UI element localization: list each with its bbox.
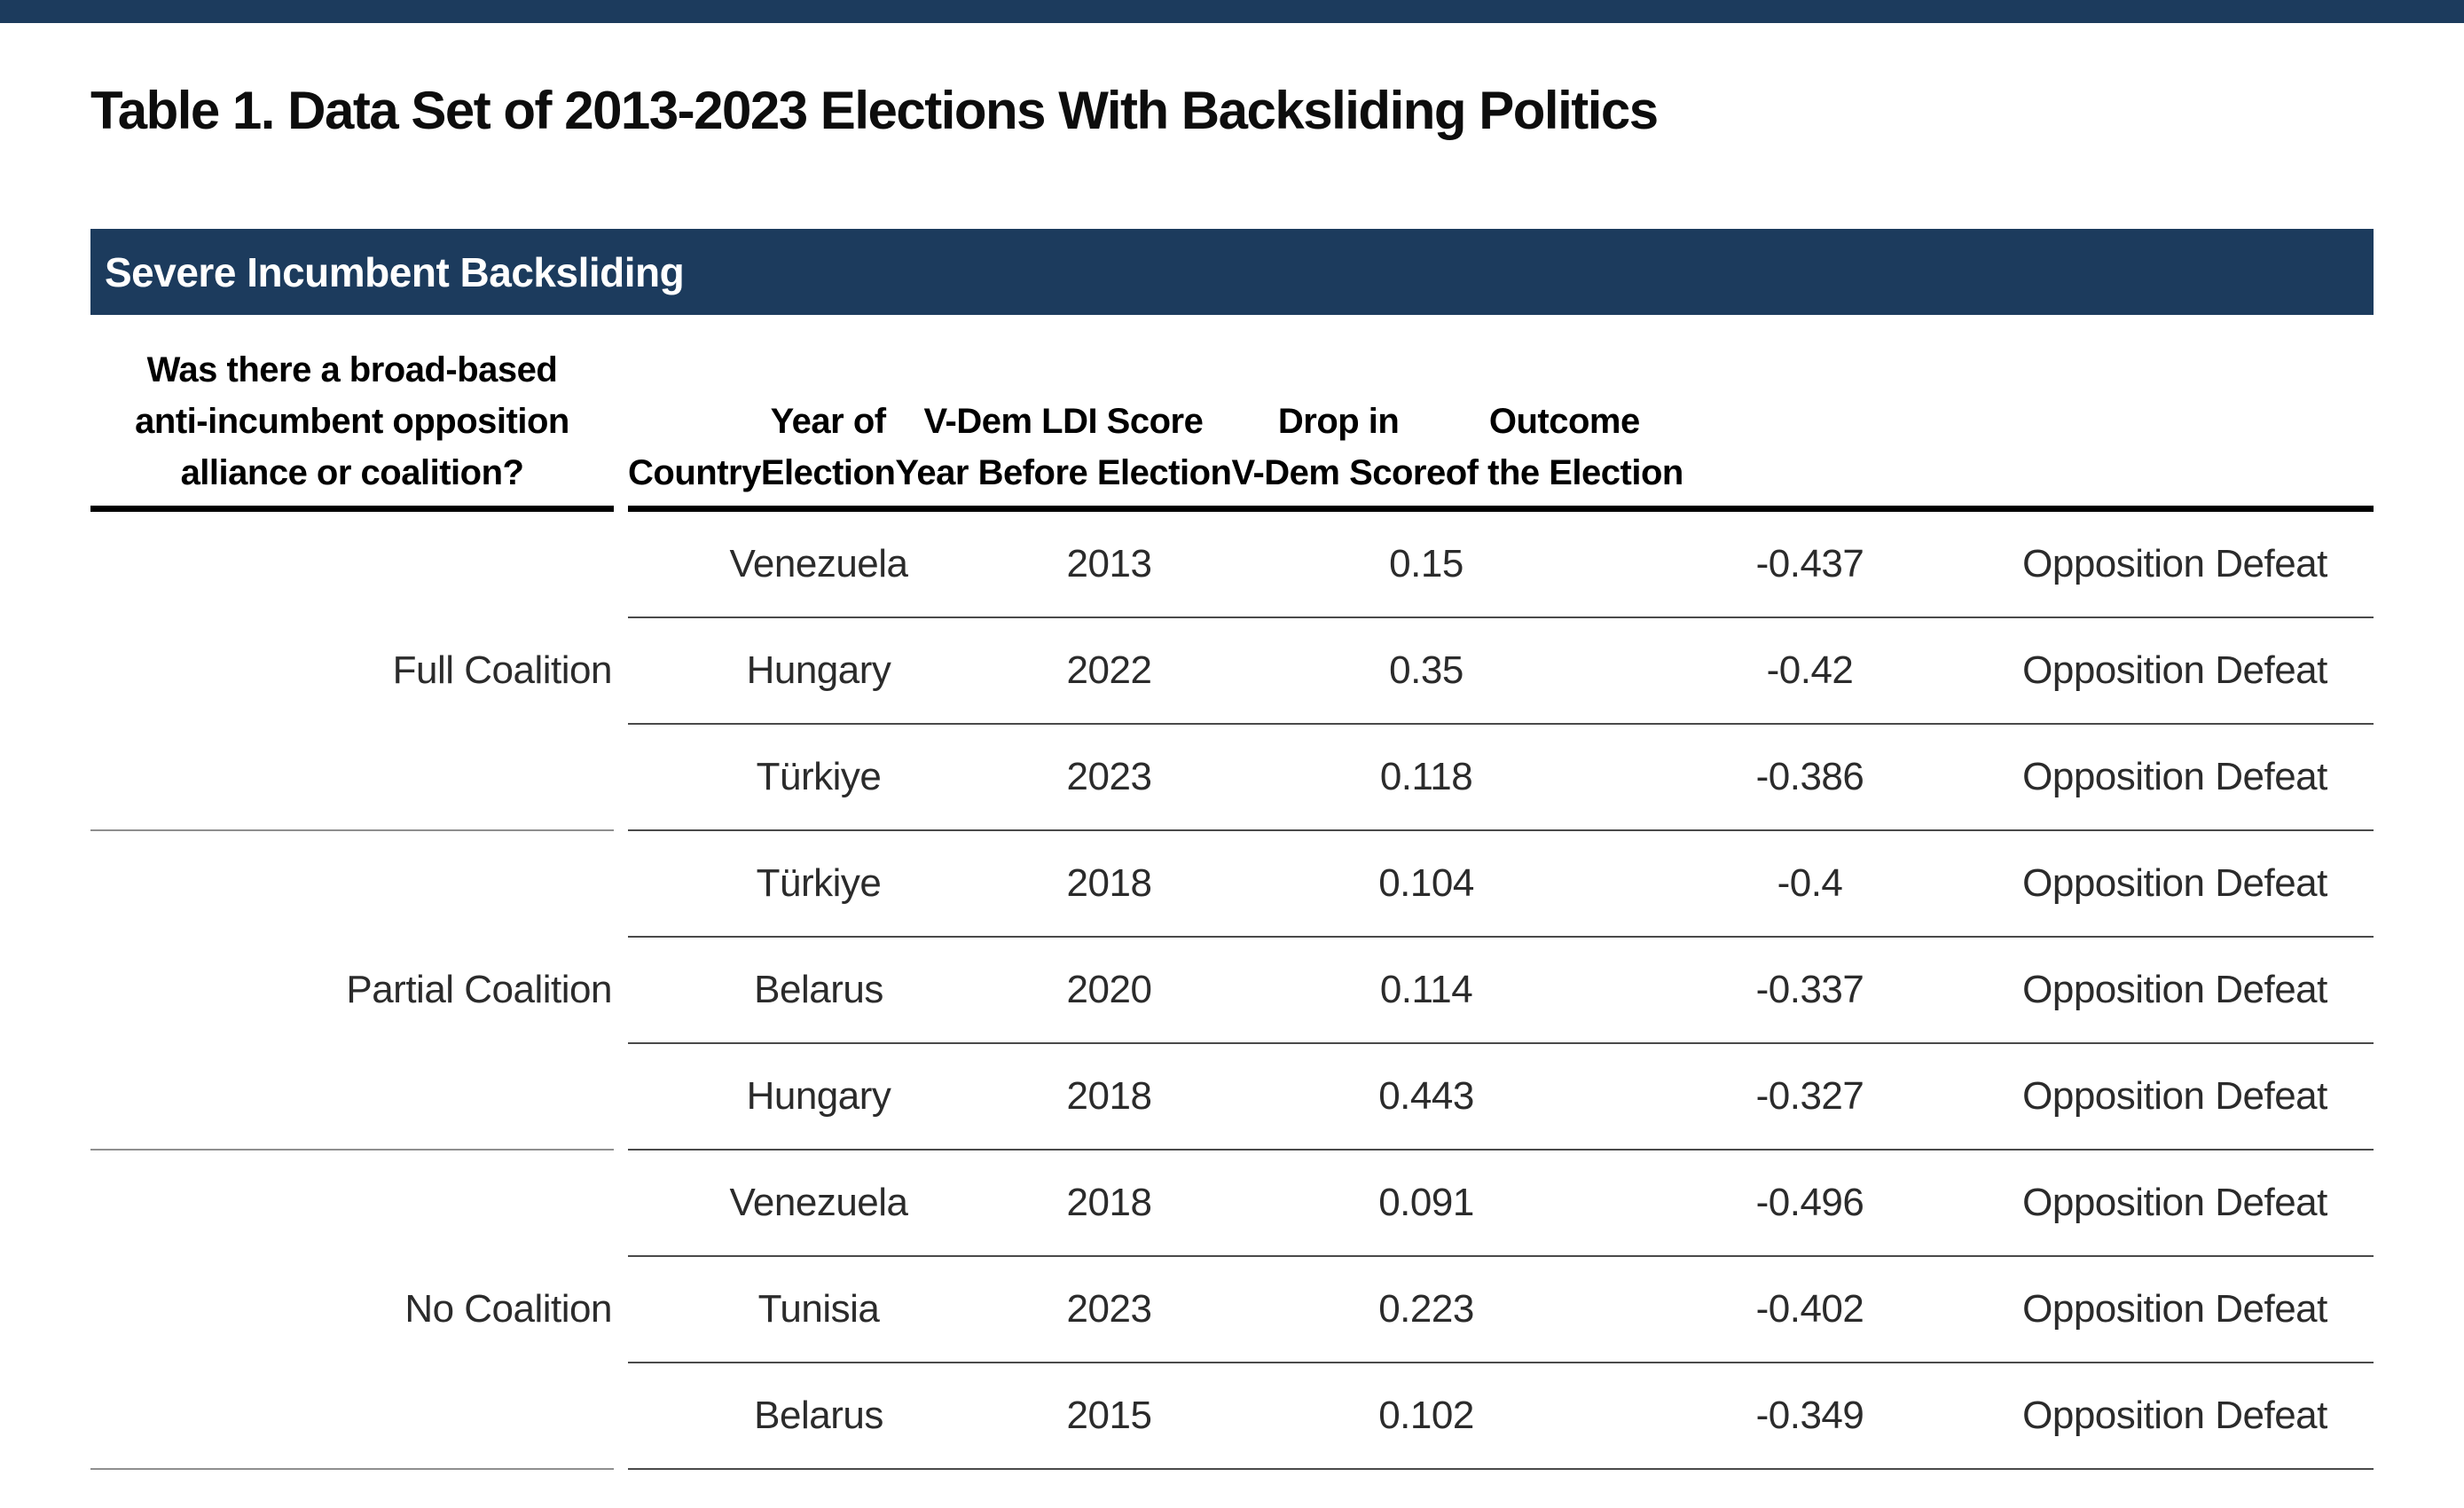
cell-country: Venezuela <box>729 1181 908 1224</box>
cell-year: 2020 <box>1066 968 1152 1011</box>
cell-country: Türkiye <box>756 755 882 798</box>
data-rows-column: Venezuela 2013 0.15 -0.437 Opposition Defeat… <box>628 512 2374 1470</box>
cell-ldi_score: 0.102 <box>1378 1394 1474 1437</box>
cell-drop: -0.4 <box>1777 861 1843 905</box>
table-row: Venezuela 2013 0.15 -0.437 Opposition Defeat <box>628 512 2374 618</box>
column-header-outcome: Outcome of the Election <box>1445 396 1684 506</box>
coalition-group-column: Full Coalition Partial Coalition No Coalit… <box>90 512 614 1470</box>
cell-outcome: Opposition Defeat <box>2022 968 2327 1011</box>
cell-ldi_score: 0.114 <box>1379 968 1473 1011</box>
header-gap <box>614 353 628 512</box>
cell-outcome: Opposition Defeat <box>2022 542 2327 585</box>
page-title: Table 1. Data Set of 2013-2023 Elections… <box>90 81 1659 140</box>
cell-drop: -0.402 <box>1755 1287 1864 1331</box>
column-header-country: Country <box>628 447 761 506</box>
cell-country: Tunisia <box>757 1287 880 1331</box>
column-header-line: Country <box>628 453 761 492</box>
cell-drop: -0.42 <box>1766 648 1854 692</box>
cell-ldi_score: 0.118 <box>1379 755 1473 798</box>
body-gap <box>614 512 628 1470</box>
cell-country: Venezuela <box>729 542 908 585</box>
table-row: Türkiye 2023 0.118 -0.386 Opposition Defeat <box>628 725 2374 831</box>
cell-outcome: Opposition Defeat <box>2022 1074 2327 1118</box>
column-header-year: Year of Election <box>761 396 896 506</box>
cell-outcome: Opposition Defeat <box>2022 1394 2327 1437</box>
cell-outcome: Opposition Defeat <box>2022 1181 2327 1224</box>
table-row: Belarus 2015 0.102 -0.349 Opposition Defeat <box>628 1363 2374 1470</box>
table-row: Tunisia 2023 0.223 -0.402 Opposition Defeat <box>628 1257 2374 1363</box>
cell-drop: -0.496 <box>1755 1181 1864 1224</box>
table-body: Full Coalition Partial Coalition No Coalit… <box>90 512 2374 1470</box>
table-header-row: Was there a broad-based anti-incumbent o… <box>90 350 2374 512</box>
cell-ldi_score: 0.104 <box>1378 861 1474 905</box>
cell-outcome: Opposition Defeat <box>2022 861 2327 905</box>
cell-year: 2023 <box>1066 755 1152 798</box>
column-header-line: Outcome <box>1488 402 1640 441</box>
cell-year: 2013 <box>1066 542 1152 585</box>
column-header-line: Year of <box>770 402 886 441</box>
cell-country: Türkiye <box>756 861 882 905</box>
cell-country: Belarus <box>754 1394 883 1437</box>
column-header-line: V-Dem LDI Score <box>923 402 1204 441</box>
coalition-group-label-partial-coalition: Partial Coalition <box>90 831 614 1151</box>
column-header-line: Year Before Election <box>895 453 1232 492</box>
column-header-drop: Drop in V-Dem Score <box>1231 396 1446 506</box>
header-coalition-question: Was there a broad-based anti-incumbent o… <box>90 350 614 512</box>
cell-year: 2018 <box>1066 1181 1152 1224</box>
header-data-columns: Country Year of Election V-Dem LDI Score Yea… <box>628 353 2374 512</box>
coalition-group-label-no-coalition: No Coalition <box>90 1151 614 1470</box>
column-header-line: of the Election <box>1445 453 1684 492</box>
cell-year: 2018 <box>1066 861 1152 905</box>
cell-ldi_score: 0.443 <box>1378 1074 1474 1118</box>
table-row: Hungary 2022 0.35 -0.42 Opposition Defeat <box>628 618 2374 725</box>
table-row: Türkiye 2018 0.104 -0.4 Opposition Defeat <box>628 831 2374 938</box>
coalition-group-label-full-coalition: Full Coalition <box>90 512 614 831</box>
header-coalition-line-1: Was there a broad-based <box>146 350 558 389</box>
cell-country: Belarus <box>754 968 883 1011</box>
section-band-label: Severe Incumbent Backsliding <box>105 248 685 295</box>
cell-drop: -0.337 <box>1755 968 1864 1011</box>
cell-drop: -0.386 <box>1755 755 1864 798</box>
cell-year: 2018 <box>1066 1074 1152 1118</box>
cell-drop: -0.349 <box>1755 1394 1864 1437</box>
cell-outcome: Opposition Defeat <box>2022 648 2327 692</box>
cell-outcome: Opposition Defeat <box>2022 1287 2327 1331</box>
cell-country: Hungary <box>746 648 891 692</box>
cell-ldi_score: 0.091 <box>1378 1181 1474 1224</box>
section-band: Severe Incumbent Backsliding <box>90 229 2374 315</box>
cell-drop: -0.327 <box>1755 1074 1864 1118</box>
cell-ldi_score: 0.15 <box>1389 542 1463 585</box>
cell-ldi_score: 0.223 <box>1378 1287 1474 1331</box>
cell-drop: -0.437 <box>1755 542 1864 585</box>
cell-country: Hungary <box>746 1074 891 1118</box>
column-header-ldi_score: V-Dem LDI Score Year Before Election <box>895 396 1232 506</box>
header-coalition-line-2: anti-incumbent opposition <box>135 402 569 441</box>
column-header-line: V-Dem Score <box>1231 453 1446 492</box>
table-row: Belarus 2020 0.114 -0.337 Opposition Defeat <box>628 938 2374 1044</box>
cell-year: 2015 <box>1066 1394 1152 1437</box>
column-header-line: Drop in <box>1277 402 1400 441</box>
column-header-line: Election <box>760 453 896 492</box>
header-coalition-line-3: alliance or coalition? <box>180 453 524 492</box>
table-row: Hungary 2018 0.443 -0.327 Opposition Defeat <box>628 1044 2374 1151</box>
elections-table: Was there a broad-based anti-incumbent o… <box>90 350 2374 1470</box>
table-row: Venezuela 2018 0.091 -0.496 Opposition Defea… <box>628 1151 2374 1257</box>
cell-year: 2022 <box>1066 648 1152 692</box>
top-accent-bar <box>0 0 2464 23</box>
cell-outcome: Opposition Defeat <box>2022 755 2327 798</box>
cell-year: 2023 <box>1066 1287 1152 1331</box>
cell-ldi_score: 0.35 <box>1389 648 1463 692</box>
